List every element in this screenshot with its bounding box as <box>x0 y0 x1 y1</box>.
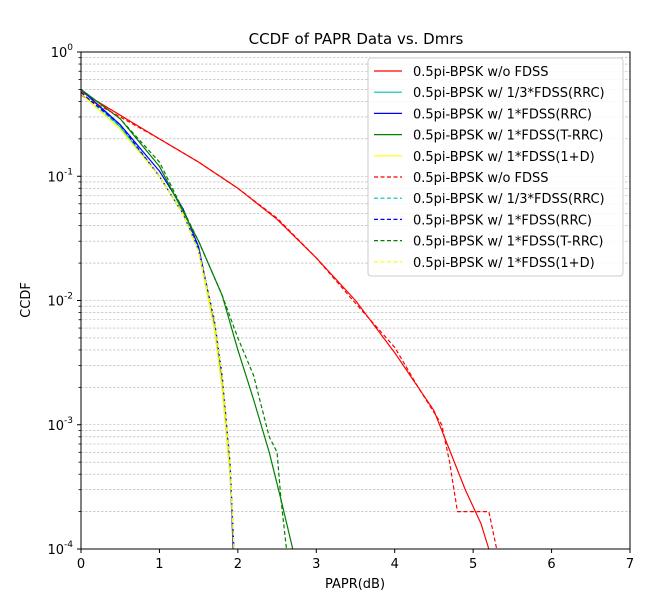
legend: 0.5pi-BPSK w/o FDSS 0.5pi-BPSK w/ 1/3*FDS… <box>367 57 624 277</box>
x-tick-label: 7 <box>626 557 634 572</box>
legend-label: 0.5pi-BPSK w/ 1/3*FDSS(RRC) <box>413 192 605 207</box>
series-line-7 <box>80 92 235 550</box>
chart-title: CCDF of PAPR Data vs. Dmrs <box>249 30 464 48</box>
x-tick-label: 2 <box>234 557 242 572</box>
legend-label: 0.5pi-BPSK w/ 1*FDSS(RRC) <box>413 107 592 122</box>
legend-label: 0.5pi-BPSK w/ 1*FDSS(RRC) <box>413 213 592 228</box>
legend-label: 0.5pi-BPSK w/o FDSS <box>413 65 549 80</box>
legend-label: 0.5pi-BPSK w/ 1*FDSS(T-RRC) <box>413 129 603 144</box>
x-tick-label: 5 <box>469 557 477 572</box>
x-axis-label: PAPR(dB) <box>325 577 385 592</box>
series-lines <box>80 88 498 550</box>
legend-label: 0.5pi-BPSK w/ 1*FDSS(1+D) <box>413 256 595 271</box>
series-line-3 <box>80 88 294 550</box>
y-tick-label: 10-2 <box>47 292 73 310</box>
y-tick-label: 10-1 <box>47 167 73 185</box>
series-line-5 <box>80 94 498 550</box>
x-axis: 0 1 2 3 4 5 6 7 <box>77 549 634 572</box>
x-tick-label: 0 <box>77 557 85 572</box>
series-line-9 <box>80 93 235 550</box>
x-tick-label: 3 <box>312 557 320 572</box>
y-axis-label: CCDF <box>19 282 34 318</box>
y-tick-label: 10-4 <box>47 540 73 558</box>
y-tick-label: 100 <box>51 43 74 61</box>
legend-label: 0.5pi-BPSK w/ 1/3*FDSS(RRC) <box>413 86 605 101</box>
legend-label: 0.5pi-BPSK w/ 1*FDSS(T-RRC) <box>413 235 603 250</box>
y-axis: 100 10-1 10-2 10-3 10-4 <box>47 43 81 558</box>
legend-label: 0.5pi-BPSK w/ 1*FDSS(1+D) <box>413 150 595 165</box>
series-line-8 <box>80 88 288 550</box>
x-tick-label: 6 <box>547 557 555 572</box>
legend-label: 0.5pi-BPSK w/o FDSS <box>413 171 549 186</box>
y-tick-label: 10-3 <box>47 416 73 434</box>
x-tick-label: 4 <box>391 557 399 572</box>
legend-box <box>367 57 624 277</box>
x-tick-label: 1 <box>155 557 163 572</box>
